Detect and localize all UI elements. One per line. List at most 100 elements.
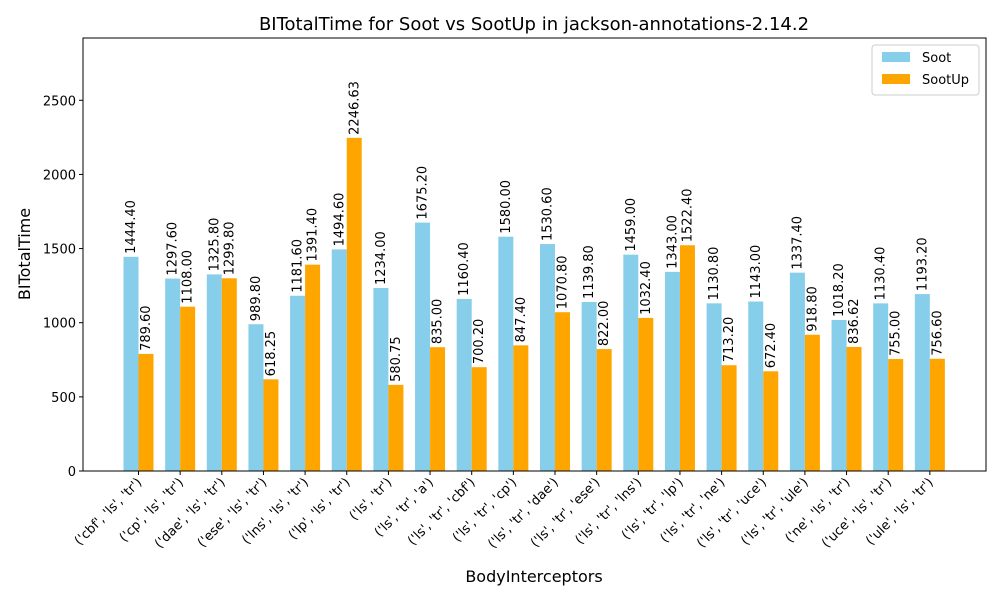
value-label-sootup-14: 713.20 [722, 317, 737, 363]
legend-label-soot: Soot [922, 51, 951, 66]
bar-soot-6 [373, 288, 389, 471]
y-tick-label-1: 500 [51, 391, 76, 406]
legend-label-sootup: SootUp [922, 73, 969, 88]
bar-soot-7 [415, 222, 431, 471]
y-axis-label: BITotalTime [15, 208, 34, 300]
bar-soot-1 [165, 278, 181, 471]
value-label-sootup-15: 672.40 [764, 323, 779, 369]
bar-sootup-16 [804, 334, 820, 471]
y-ticks-layer: 0 500 1000 1500 2000 2500 [43, 94, 83, 480]
value-label-soot-5: 1494.60 [332, 193, 347, 247]
bar-sootup-3 [263, 379, 279, 471]
value-label-sootup-17: 836.62 [847, 298, 862, 344]
bar-sootup-18 [888, 359, 904, 471]
bar-soot-3 [248, 324, 264, 471]
legend-swatch-sootup [882, 74, 910, 84]
x-ticks-layer: ('cbf', 'ls', 'tr')('cp', 'ls', 'tr')('d… [72, 471, 937, 552]
bar-sootup-6 [388, 384, 404, 471]
bar-sootup-0 [138, 353, 154, 471]
value-label-soot-9: 1580.00 [499, 180, 514, 234]
value-label-soot-12: 1459.00 [624, 198, 639, 252]
bar-soot-9 [498, 236, 514, 471]
bar-sootup-4 [305, 264, 321, 471]
bar-soot-15 [748, 301, 764, 471]
value-label-soot-13: 1343.00 [665, 215, 680, 269]
value-label-sootup-16: 918.80 [805, 286, 820, 332]
value-label-soot-11: 1139.80 [582, 245, 597, 299]
y-tick-label-4: 2000 [43, 168, 76, 183]
bar-soot-14 [706, 303, 722, 471]
x-axis-label: BodyInterceptors [465, 567, 602, 586]
value-label-sootup-4: 1391.40 [306, 208, 321, 262]
value-label-sootup-10: 1070.80 [556, 255, 571, 309]
bar-sootup-2 [221, 278, 237, 471]
bar-sootup-12 [638, 317, 654, 471]
value-label-soot-8: 1160.40 [457, 242, 472, 296]
value-label-sootup-8: 700.20 [472, 319, 487, 365]
chart-title: BITotalTime for Soot vs SootUp in jackso… [259, 14, 809, 35]
bar-soot-5 [331, 249, 347, 471]
value-label-soot-15: 1143.00 [749, 245, 764, 299]
value-label-sootup-19: 756.60 [930, 310, 945, 356]
value-label-sootup-2: 1299.80 [222, 221, 237, 275]
bars-layer [123, 137, 945, 471]
y-tick-label-2: 1000 [43, 317, 76, 332]
bar-sootup-9 [513, 345, 529, 471]
bar-sootup-14 [721, 365, 737, 471]
value-label-sootup-0: 789.60 [139, 305, 154, 351]
y-tick-label-3: 1500 [43, 243, 76, 258]
bar-sootup-17 [846, 346, 862, 471]
value-label-soot-3: 989.80 [249, 276, 264, 322]
bar-sootup-19 [929, 358, 945, 471]
bar-soot-2 [206, 274, 222, 471]
value-label-sootup-1: 1108.00 [181, 250, 196, 304]
value-label-sootup-11: 822.00 [597, 301, 612, 347]
bar-sootup-8 [471, 367, 487, 471]
value-label-sootup-12: 1032.40 [639, 261, 654, 315]
y-tick-label-5: 2500 [43, 94, 76, 109]
bar-soot-4 [290, 295, 306, 471]
legend: Soot SootUp [871, 44, 980, 96]
value-label-soot-2: 1325.80 [207, 218, 222, 272]
bar-sootup-13 [679, 245, 695, 471]
value-label-soot-14: 1130.80 [707, 247, 722, 301]
y-tick-label-0: 0 [68, 465, 76, 480]
bar-soot-8 [456, 298, 472, 471]
value-label-soot-0: 1444.40 [124, 200, 139, 254]
bar-sootup-1 [180, 306, 196, 471]
bar-soot-0 [123, 256, 139, 471]
value-label-soot-10: 1530.60 [541, 187, 556, 241]
value-label-sootup-9: 847.40 [514, 297, 529, 343]
legend-swatch-soot [882, 52, 910, 62]
bar-soot-19 [914, 294, 930, 471]
bar-sootup-7 [430, 347, 446, 471]
plot-frame [82, 37, 987, 472]
value-label-sootup-3: 618.25 [264, 331, 279, 377]
bar-soot-13 [664, 271, 680, 471]
value-label-soot-18: 1130.40 [874, 247, 889, 301]
value-label-soot-7: 1675.20 [416, 166, 431, 220]
value-label-sootup-13: 1522.40 [680, 188, 695, 242]
value-label-soot-17: 1018.20 [832, 263, 847, 317]
value-label-soot-6: 1234.00 [374, 231, 389, 285]
value-label-soot-4: 1181.60 [291, 239, 306, 293]
value-label-soot-19: 1193.20 [915, 237, 930, 291]
bar-sootup-10 [555, 312, 570, 471]
value-label-sootup-6: 580.75 [389, 336, 404, 382]
value-label-soot-16: 1337.40 [790, 216, 805, 270]
bar-soot-11 [581, 301, 597, 471]
value-label-soot-1: 1297.60 [166, 222, 181, 276]
bar-soot-16 [789, 272, 805, 471]
bar-soot-12 [623, 254, 639, 471]
bar-sootup-11 [596, 349, 612, 471]
value-label-sootup-18: 755.00 [889, 311, 904, 357]
bar-sootup-15 [763, 371, 779, 471]
bar-soot-10 [540, 244, 555, 471]
bar-soot-17 [831, 320, 847, 471]
bar-sootup-5 [346, 137, 362, 471]
bar-soot-18 [873, 303, 889, 471]
value-label-sootup-5: 2246.63 [347, 81, 362, 135]
value-label-sootup-7: 835.00 [431, 299, 446, 345]
